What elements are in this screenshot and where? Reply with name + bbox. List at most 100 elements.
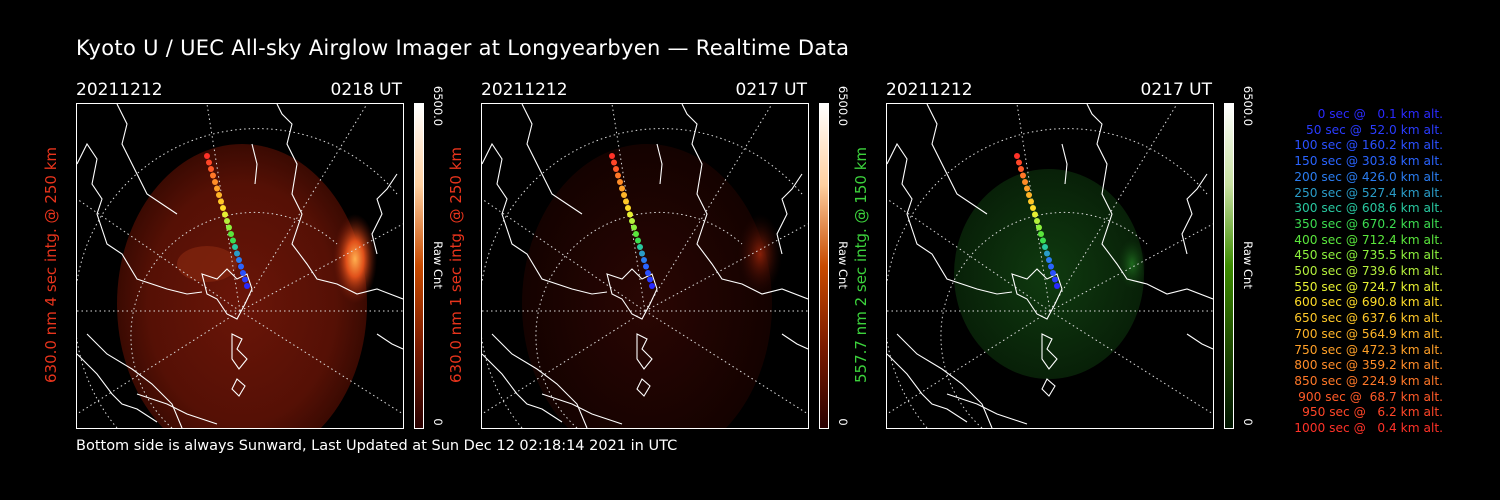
coastline	[482, 142, 608, 295]
grid-line	[130, 211, 338, 428]
trajectory-point	[214, 185, 220, 192]
coastline	[1061, 143, 1068, 185]
trajectory-point	[621, 192, 627, 198]
coastline	[231, 378, 246, 397]
panel-wavelength-text: 630.0 nm 4 sec intg. @ 250 km	[42, 146, 60, 384]
colorbar-min: 0	[1241, 418, 1255, 426]
coastline	[77, 142, 203, 295]
panel-time: 0217 UT	[1140, 80, 1213, 100]
trajectory-point	[206, 159, 212, 166]
page-title: Kyoto U / UEC All-sky Airglow Imager at …	[76, 36, 850, 60]
trajectory-point	[633, 231, 639, 237]
legend-row: 0 sec @ 0.1 km alt.	[1317, 107, 1443, 121]
grid-line	[239, 310, 403, 415]
trajectory-point	[1018, 166, 1024, 172]
coastline	[541, 393, 623, 425]
legend-row: 900 sec @ 68.7 km alt.	[1298, 389, 1443, 404]
trajectory-point	[1030, 205, 1036, 211]
coastline	[1041, 378, 1056, 397]
legend-row: 250 sec @ 527.4 km alt.	[1294, 185, 1443, 200]
allsky-image	[76, 103, 404, 429]
trajectory-point	[1020, 172, 1026, 179]
trajectory-point	[1038, 231, 1044, 237]
trajectory-point	[220, 205, 226, 211]
colorbar-2	[819, 103, 829, 429]
trajectory-point	[1024, 185, 1030, 192]
trajectory-point	[1050, 270, 1056, 276]
trajectory-point	[240, 270, 246, 276]
trajectory-point	[637, 244, 643, 250]
trajectory-point	[625, 205, 631, 211]
trajectory-point	[1036, 224, 1042, 231]
legend-row: 300 sec @ 608.6 km alt.	[1294, 201, 1443, 216]
trajectory-point	[244, 283, 250, 289]
coastline	[781, 333, 808, 350]
legend-row: 750 sec @ 472.3 km alt.	[1294, 342, 1443, 357]
trajectory-point	[635, 237, 641, 244]
legend-row: 850 sec @ 224.9 km alt.	[1294, 373, 1443, 388]
colorbar-max: 6500.0	[431, 85, 445, 127]
trajectory-point	[641, 257, 647, 263]
panel-date: 20211212	[886, 80, 973, 100]
grid-line	[887, 198, 1051, 312]
legend-row: 700 sec @ 564.9 km alt.	[1294, 326, 1443, 341]
panel-1: 20211212 0218 UT 630.0 n	[42, 80, 406, 430]
coastline	[636, 333, 653, 370]
coastline	[606, 268, 658, 320]
legend-row: 100 sec @ 160.2 km alt.	[1294, 138, 1443, 153]
legend-row: 650 sec @ 637.6 km alt.	[1294, 311, 1443, 326]
legend-row: 400 sec @ 712.4 km alt.	[1294, 232, 1443, 247]
trajectory-point	[647, 276, 653, 283]
trajectory-point	[611, 159, 617, 166]
trajectory-point	[1016, 159, 1022, 166]
trajectory-point	[629, 218, 635, 224]
grid-line	[1049, 223, 1213, 312]
legend-row: 550 sec @ 724.7 km alt.	[1294, 279, 1443, 294]
trajectory-point	[1040, 237, 1046, 244]
coastline	[521, 104, 583, 215]
colorbar-unit: Raw Cnt	[431, 241, 445, 289]
footer-note: Bottom side is always Sunward, Last Upda…	[76, 438, 678, 454]
coastline	[201, 268, 253, 320]
legend-row: 50 sec @ 52.0 km alt.	[1305, 122, 1443, 137]
colorbar-1	[414, 103, 424, 429]
colorbar-max: 6500.0	[1241, 85, 1255, 127]
grid-line	[1049, 310, 1213, 415]
coastline	[1186, 333, 1213, 350]
trajectory-point	[1014, 153, 1020, 159]
panel-time: 0218 UT	[330, 80, 403, 100]
trajectory-point	[1046, 257, 1052, 263]
trajectory-point	[623, 198, 629, 205]
grid-line	[482, 310, 646, 415]
trajectory-point	[208, 166, 214, 172]
coastline	[1011, 268, 1063, 320]
trajectory-point	[222, 211, 228, 218]
trajectory-point	[212, 179, 218, 185]
panel-2: 20211212 0217 UT 630.0 nm 1 sec intg. @ …	[447, 80, 811, 430]
trajectory-point	[645, 270, 651, 276]
coastline	[1181, 173, 1208, 255]
coastline	[136, 393, 218, 425]
colorbar-unit: Raw Cnt	[836, 241, 850, 289]
trajectory-point	[643, 263, 649, 270]
coastline	[482, 353, 563, 423]
trajectory-point	[234, 250, 240, 257]
coastline	[681, 104, 808, 300]
trajectory-point	[238, 263, 244, 270]
trajectory-point	[615, 172, 621, 179]
trajectory-point	[204, 153, 210, 159]
coastline	[636, 378, 651, 397]
grid-line	[482, 198, 646, 312]
trajectory-point	[1028, 198, 1034, 205]
grid-line	[644, 223, 808, 312]
trajectory-point	[631, 224, 637, 231]
coastline	[896, 333, 993, 428]
allsky-image	[886, 103, 1214, 429]
coastline	[116, 104, 178, 215]
trajectory-point	[609, 153, 615, 159]
trajectory-point	[1044, 250, 1050, 257]
coastline	[776, 173, 803, 255]
legend-row: 350 sec @ 670.2 km alt.	[1294, 216, 1443, 231]
trajectory-point	[1032, 211, 1038, 218]
grid-line	[535, 211, 743, 428]
